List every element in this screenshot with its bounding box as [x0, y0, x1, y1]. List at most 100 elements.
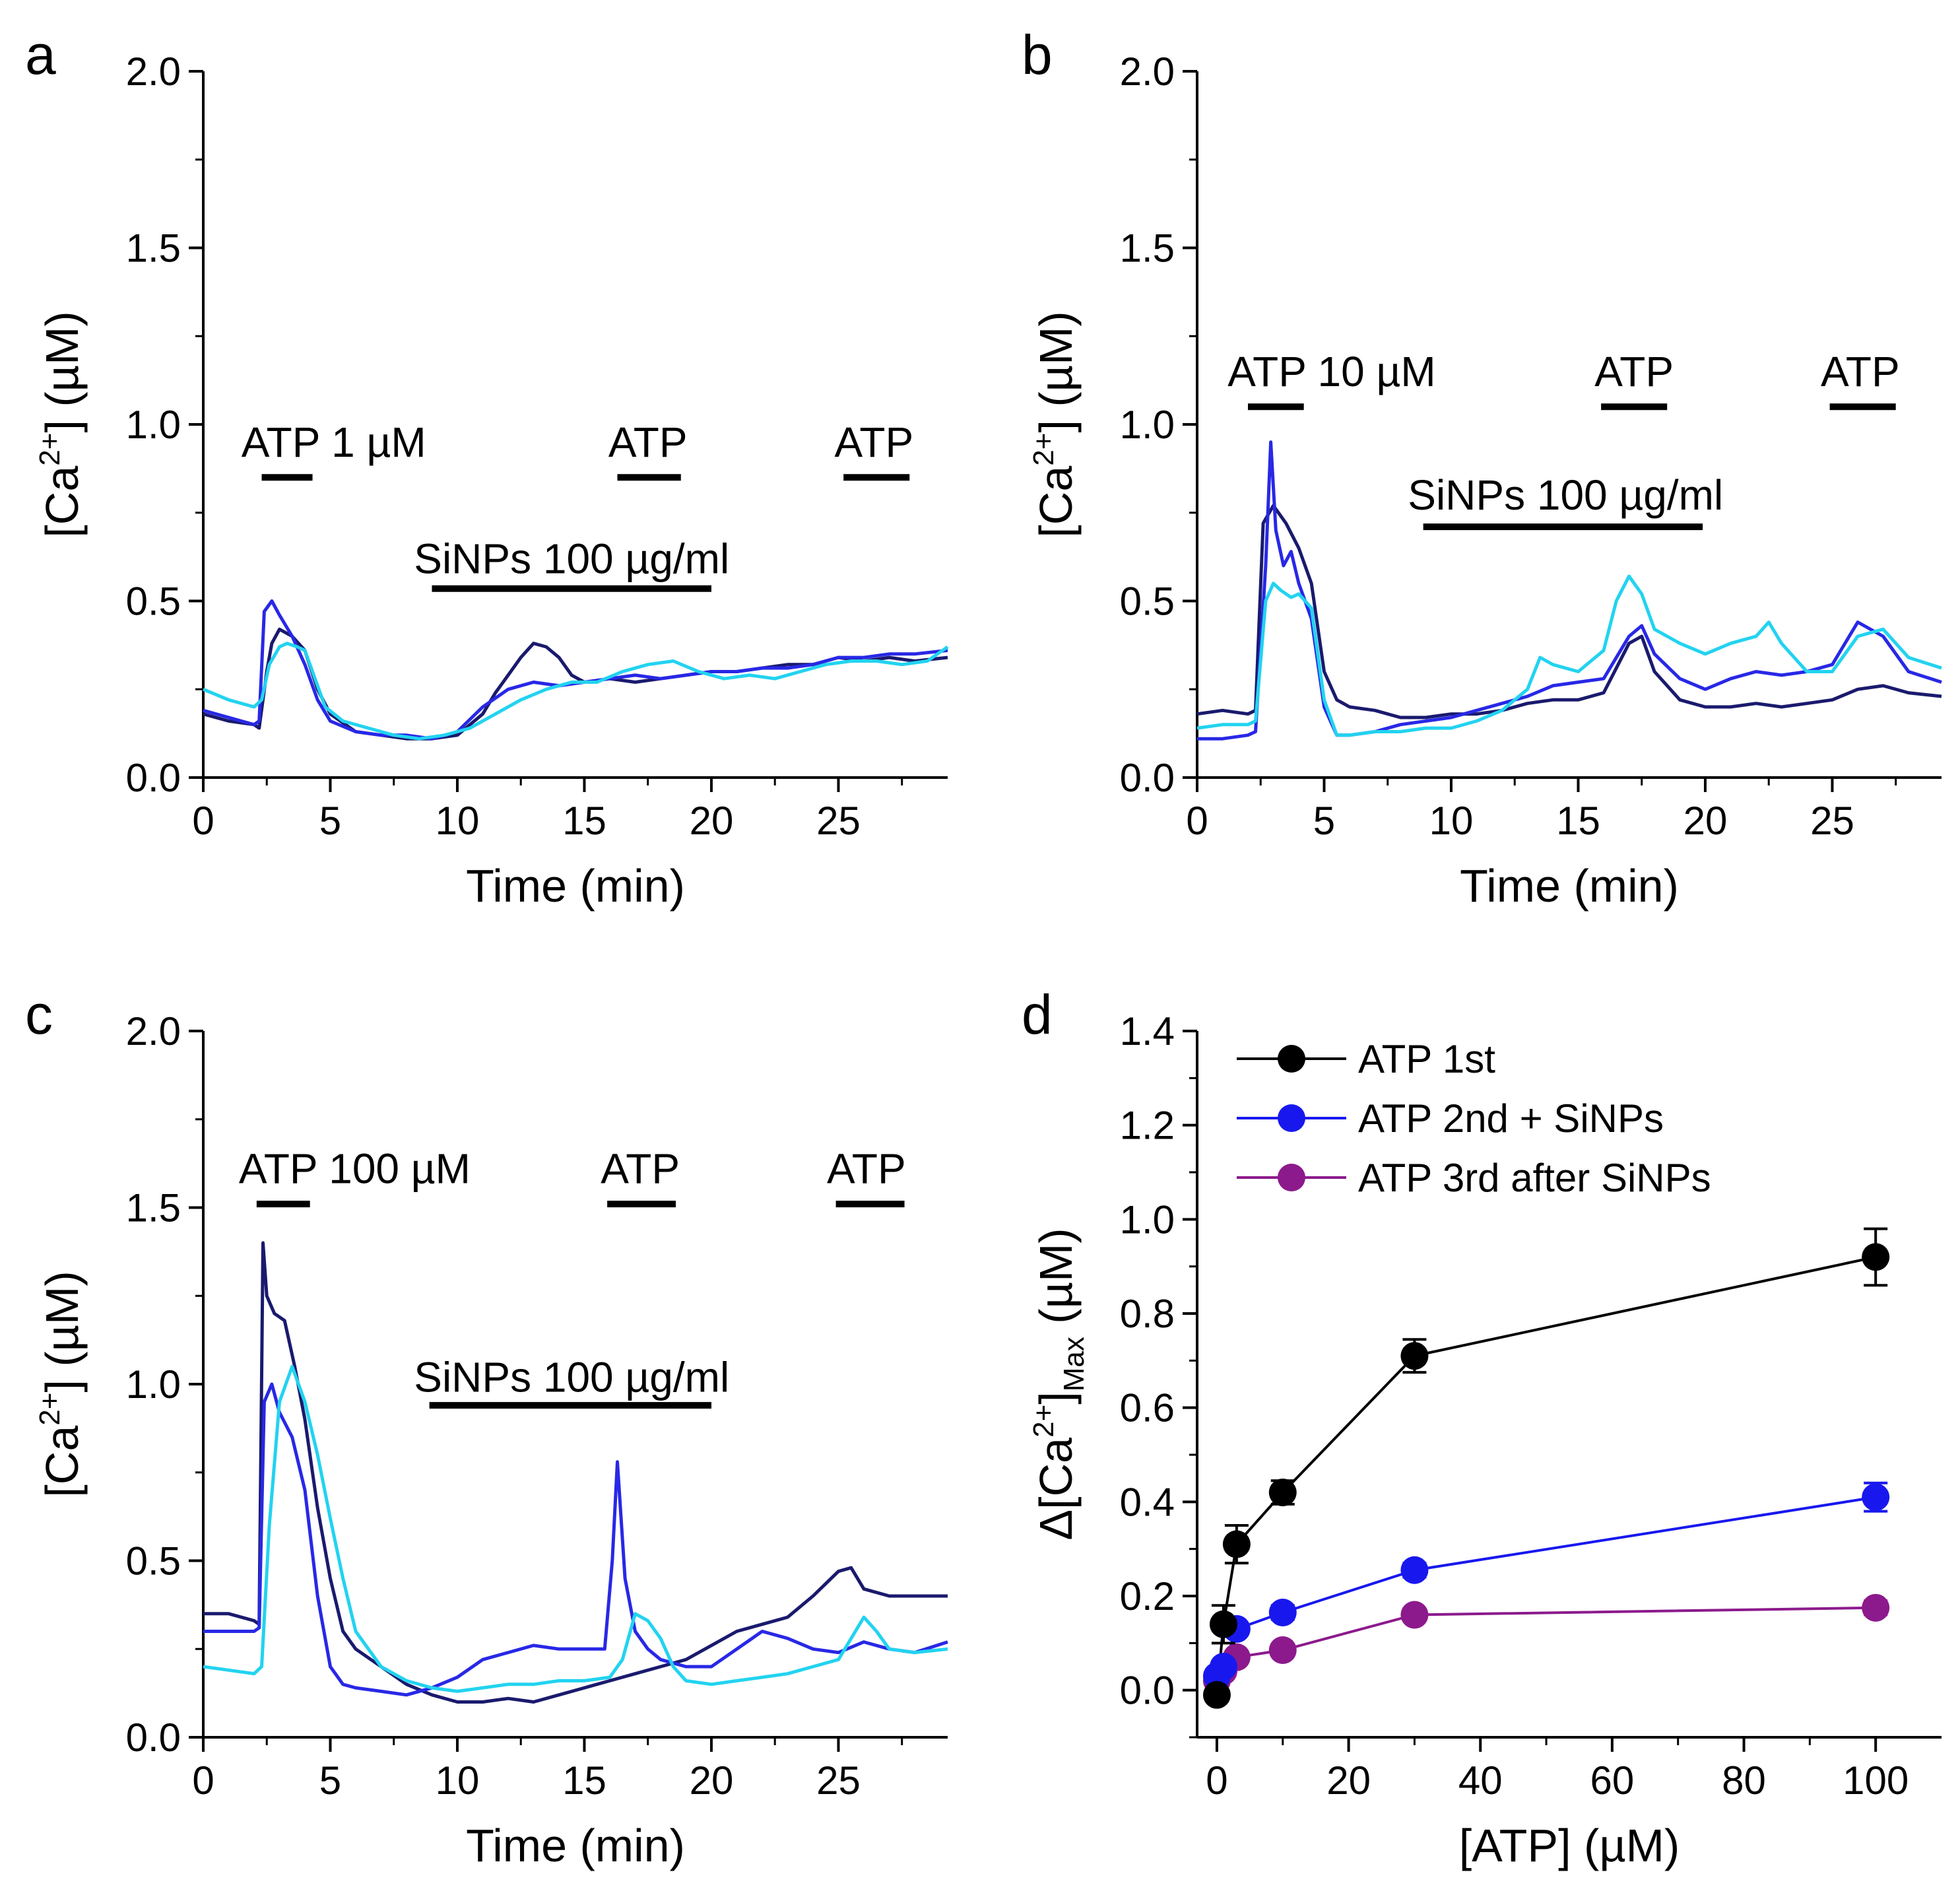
x-tick-label: 60: [1590, 1758, 1635, 1803]
legend-marker: [1278, 1164, 1305, 1191]
panel-letter: b: [1022, 24, 1053, 86]
y-axis-title: [Ca2+] (µM): [34, 1271, 88, 1497]
y-axis-title-close: ]: [1030, 1391, 1082, 1404]
y-tick-label: 0.5: [126, 1539, 181, 1583]
trace-2: [203, 599, 948, 741]
x-tick-label: 0: [192, 1758, 214, 1803]
y-tick-label: 0.2: [1120, 1574, 1175, 1618]
y-axis-title-close: ] (µM): [36, 1271, 88, 1392]
x-tick-label: 25: [1810, 799, 1854, 843]
panel-c: c 0.0 0.5 1.0 1.5 2.0 0 5 10 15 20 25 Time (min) [Ca2…: [25, 983, 948, 1871]
x-tick-label: 15: [562, 799, 606, 843]
y-axis-title: [Ca2+] (µM): [1028, 311, 1082, 537]
data-point: [1268, 1479, 1297, 1507]
y-tick-label: 1.2: [1120, 1104, 1175, 1148]
panel-d: d 0.0 0.2 0.4 0.6 0.8 1.0 1.2 1.4 0 20 40 60 80 100 [AT…: [1022, 983, 1942, 1871]
y-tick-label: 2.0: [126, 1009, 181, 1053]
legend-label: ATP 3rd after SiNPs: [1358, 1156, 1711, 1200]
stimulus-label: SiNPs 100 µg/ml: [1408, 471, 1723, 519]
y-tick-label: 0.0: [1120, 1669, 1175, 1713]
x-axis-title: Time (min): [466, 860, 685, 912]
legend-marker: [1278, 1045, 1305, 1073]
stimulus-label: SiNPs 100 µg/ml: [414, 1353, 729, 1401]
y-tick-label: 0.0: [126, 756, 181, 800]
stimulus-label: ATP: [601, 1145, 680, 1193]
y-tick-label: 0.8: [1120, 1292, 1175, 1336]
y-tick-label: 0.0: [1120, 756, 1175, 800]
series-line-2: [1216, 1496, 1876, 1677]
y-tick-label: 0.6: [1120, 1386, 1175, 1430]
data-point: [1202, 1681, 1231, 1709]
panel-letter: a: [25, 24, 56, 86]
y-axis-title-subscript: Max: [1058, 1337, 1090, 1391]
trace-1: [1196, 504, 1942, 719]
data-point: [1209, 1610, 1237, 1638]
stimulus-label: ATP 1 µM: [242, 418, 426, 466]
x-axis-title: Time (min): [466, 1820, 685, 1871]
y-axis-title-main: Δ[Ca: [1030, 1438, 1082, 1541]
series-line-1: [1215, 1255, 1876, 1695]
y-tick-label: 1.5: [126, 1186, 181, 1230]
panel-letter: d: [1022, 983, 1053, 1046]
x-tick-label: 15: [562, 1758, 606, 1803]
data-point: [1268, 1636, 1297, 1665]
stimulus-label: ATP: [834, 418, 913, 466]
trace-1: [203, 1241, 948, 1704]
x-axis-title: [ATP] (µM): [1459, 1820, 1680, 1871]
y-axis-title-main: [Ca: [36, 1426, 88, 1498]
x-tick-label: 5: [1313, 799, 1335, 843]
x-tick-label: 5: [319, 799, 341, 843]
x-tick-label: 10: [436, 1758, 480, 1803]
y-axis-title-close: ] (µM): [36, 311, 88, 432]
y-axis-title-superscript: 2+: [34, 1393, 66, 1426]
y-axis-title: Δ[Ca2+]Max (µM): [1028, 1228, 1090, 1540]
x-tick-label: 0: [1206, 1758, 1227, 1803]
y-tick-label: 0.0: [126, 1715, 181, 1760]
stimulus-label: ATP 100 µM: [239, 1145, 471, 1193]
data-point: [1268, 1598, 1297, 1626]
data-point: [1209, 1653, 1237, 1681]
y-axis-title-main: [Ca: [36, 466, 88, 538]
y-tick-label: 1.0: [126, 403, 181, 447]
data-point: [1862, 1243, 1890, 1271]
y-tick-label: 1.5: [1120, 226, 1175, 271]
x-tick-label: 40: [1458, 1758, 1503, 1803]
y-tick-label: 1.5: [126, 226, 181, 271]
data-point: [1862, 1483, 1890, 1512]
series-line-3: [1216, 1606, 1876, 1682]
stimulus-label: ATP: [608, 418, 688, 466]
y-tick-label: 2.0: [1120, 50, 1175, 94]
y-tick-label: 2.0: [126, 50, 181, 94]
y-tick-label: 1.0: [1120, 1197, 1175, 1242]
x-tick-label: 10: [1429, 799, 1474, 843]
y-tick-label: 1.0: [126, 1362, 181, 1407]
y-axis-title-superscript: 2+: [1028, 1405, 1060, 1438]
data-point: [1400, 1342, 1429, 1370]
trace-2: [1197, 440, 1942, 741]
x-tick-label: 20: [690, 799, 734, 843]
x-tick-label: 10: [436, 799, 480, 843]
x-tick-label: 25: [816, 1758, 861, 1803]
y-axis-title-superscript: 2+: [34, 433, 66, 466]
y-tick-label: 1.4: [1120, 1009, 1175, 1053]
trace-2: [203, 1382, 948, 1697]
data-point: [1862, 1593, 1890, 1622]
y-axis-title-unit: (µM): [1030, 1228, 1082, 1337]
panel-a: a 0.0 0.5 1.0 1.5 2.0 0 5 10 15 20 25 Time (min) [Ca2…: [25, 24, 949, 912]
stimulus-label: ATP 10 µM: [1227, 348, 1436, 395]
data-point: [1400, 1601, 1429, 1629]
stimulus-label: SiNPs 100 µg/ml: [414, 535, 729, 582]
y-axis-title: [Ca2+] (µM): [34, 311, 88, 537]
data-point: [1222, 1530, 1251, 1558]
trace-1: [203, 627, 948, 741]
x-axis-title: Time (min): [1460, 860, 1679, 912]
x-tick-label: 20: [1683, 799, 1728, 843]
trace-3: [203, 1364, 948, 1693]
stimulus-label: ATP: [827, 1145, 906, 1193]
x-tick-label: 20: [690, 1758, 734, 1803]
x-tick-label: 25: [816, 799, 861, 843]
y-axis-title-main: [Ca: [1030, 466, 1082, 538]
legend-marker: [1278, 1104, 1305, 1132]
y-axis-title-close: ] (µM): [1030, 311, 1082, 432]
